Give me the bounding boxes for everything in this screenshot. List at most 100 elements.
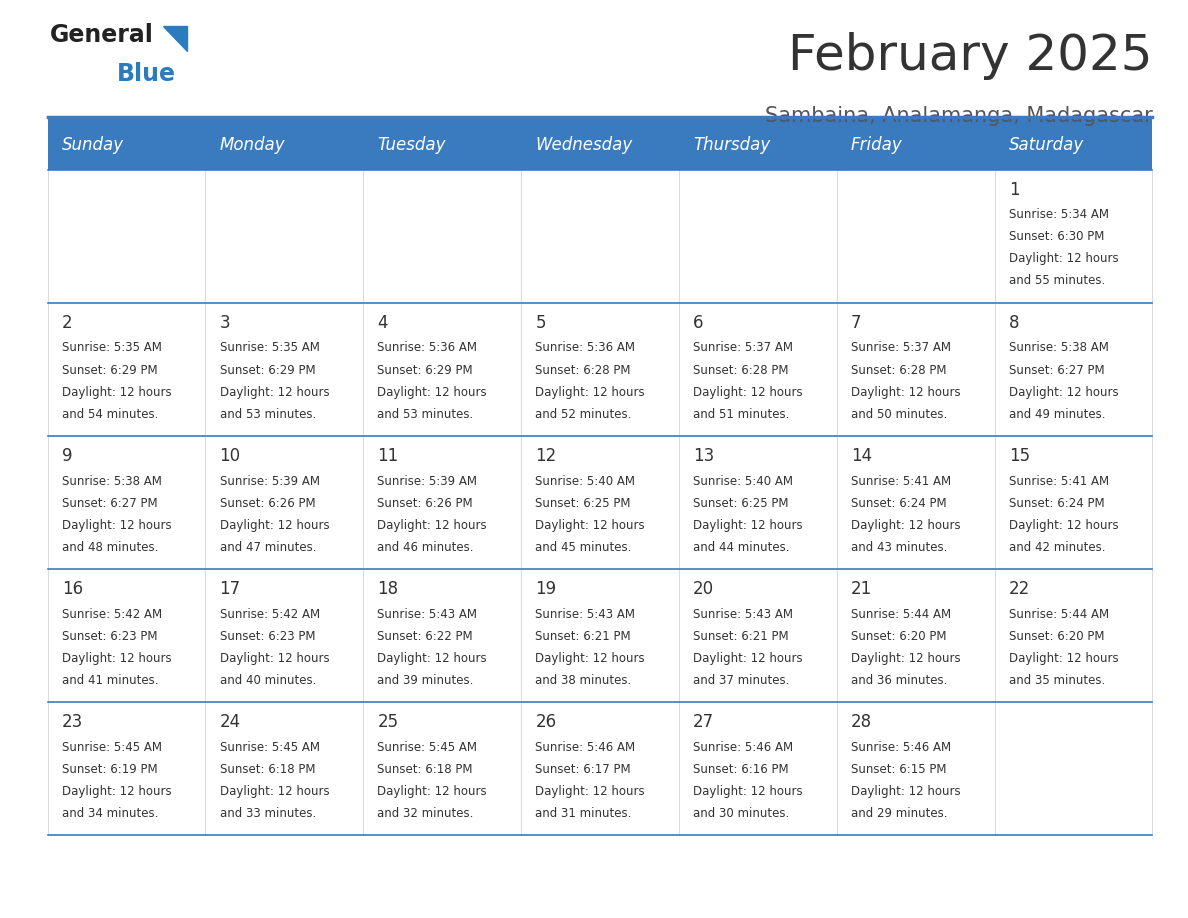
Text: Sunrise: 5:44 AM: Sunrise: 5:44 AM bbox=[851, 608, 952, 621]
Text: Monday: Monday bbox=[220, 136, 285, 153]
FancyBboxPatch shape bbox=[48, 119, 206, 170]
Text: and 36 minutes.: and 36 minutes. bbox=[851, 674, 947, 687]
Text: and 51 minutes.: and 51 minutes. bbox=[693, 408, 790, 420]
Text: Sunrise: 5:44 AM: Sunrise: 5:44 AM bbox=[1009, 608, 1108, 621]
Text: Daylight: 12 hours: Daylight: 12 hours bbox=[378, 652, 487, 665]
Text: Sunset: 6:29 PM: Sunset: 6:29 PM bbox=[220, 364, 315, 376]
Text: Sunset: 6:30 PM: Sunset: 6:30 PM bbox=[1009, 230, 1104, 243]
FancyBboxPatch shape bbox=[836, 170, 994, 303]
FancyBboxPatch shape bbox=[206, 303, 364, 436]
Text: Daylight: 12 hours: Daylight: 12 hours bbox=[536, 652, 645, 665]
Text: Sunrise: 5:40 AM: Sunrise: 5:40 AM bbox=[693, 475, 794, 487]
Text: 17: 17 bbox=[220, 580, 241, 599]
Text: and 37 minutes.: and 37 minutes. bbox=[693, 674, 790, 687]
FancyBboxPatch shape bbox=[994, 170, 1152, 303]
FancyBboxPatch shape bbox=[994, 702, 1152, 835]
Text: 26: 26 bbox=[536, 713, 556, 732]
Text: and 33 minutes.: and 33 minutes. bbox=[220, 807, 316, 820]
Text: Sunset: 6:29 PM: Sunset: 6:29 PM bbox=[62, 364, 157, 376]
FancyBboxPatch shape bbox=[836, 569, 994, 702]
Text: Sambaina, Analamanga, Madagascar: Sambaina, Analamanga, Madagascar bbox=[765, 106, 1152, 126]
Text: Daylight: 12 hours: Daylight: 12 hours bbox=[1009, 252, 1118, 265]
Text: 9: 9 bbox=[62, 447, 72, 465]
Polygon shape bbox=[163, 26, 187, 51]
FancyBboxPatch shape bbox=[994, 303, 1152, 436]
Text: Sunset: 6:21 PM: Sunset: 6:21 PM bbox=[536, 630, 631, 643]
Text: 24: 24 bbox=[220, 713, 241, 732]
Text: Daylight: 12 hours: Daylight: 12 hours bbox=[536, 785, 645, 798]
Text: and 35 minutes.: and 35 minutes. bbox=[1009, 674, 1105, 687]
Text: Daylight: 12 hours: Daylight: 12 hours bbox=[220, 519, 329, 532]
Text: Sunday: Sunday bbox=[62, 136, 124, 153]
Text: Tuesday: Tuesday bbox=[378, 136, 446, 153]
FancyBboxPatch shape bbox=[364, 303, 522, 436]
FancyBboxPatch shape bbox=[994, 119, 1152, 170]
Text: and 55 minutes.: and 55 minutes. bbox=[1009, 274, 1105, 287]
Text: Sunrise: 5:36 AM: Sunrise: 5:36 AM bbox=[378, 341, 478, 354]
Text: Sunset: 6:15 PM: Sunset: 6:15 PM bbox=[851, 763, 947, 776]
Text: Sunrise: 5:37 AM: Sunrise: 5:37 AM bbox=[851, 341, 950, 354]
Text: 25: 25 bbox=[378, 713, 398, 732]
Text: and 46 minutes.: and 46 minutes. bbox=[378, 541, 474, 554]
Text: Sunrise: 5:43 AM: Sunrise: 5:43 AM bbox=[536, 608, 636, 621]
FancyBboxPatch shape bbox=[678, 303, 836, 436]
Text: and 53 minutes.: and 53 minutes. bbox=[220, 408, 316, 420]
Text: 23: 23 bbox=[62, 713, 83, 732]
Text: 2: 2 bbox=[62, 314, 72, 332]
Text: 27: 27 bbox=[693, 713, 714, 732]
FancyBboxPatch shape bbox=[522, 702, 678, 835]
Text: Daylight: 12 hours: Daylight: 12 hours bbox=[851, 519, 961, 532]
Text: and 29 minutes.: and 29 minutes. bbox=[851, 807, 948, 820]
Text: Thursday: Thursday bbox=[693, 136, 770, 153]
FancyBboxPatch shape bbox=[48, 702, 206, 835]
Text: and 32 minutes.: and 32 minutes. bbox=[378, 807, 474, 820]
Text: and 31 minutes.: and 31 minutes. bbox=[536, 807, 632, 820]
FancyBboxPatch shape bbox=[206, 569, 364, 702]
Text: and 34 minutes.: and 34 minutes. bbox=[62, 807, 158, 820]
Text: Sunset: 6:28 PM: Sunset: 6:28 PM bbox=[851, 364, 947, 376]
Text: 16: 16 bbox=[62, 580, 83, 599]
Text: Sunset: 6:28 PM: Sunset: 6:28 PM bbox=[693, 364, 789, 376]
Text: Sunset: 6:21 PM: Sunset: 6:21 PM bbox=[693, 630, 789, 643]
Text: Sunrise: 5:45 AM: Sunrise: 5:45 AM bbox=[378, 741, 478, 754]
Text: Sunset: 6:18 PM: Sunset: 6:18 PM bbox=[378, 763, 473, 776]
Text: Sunset: 6:18 PM: Sunset: 6:18 PM bbox=[220, 763, 315, 776]
Text: and 38 minutes.: and 38 minutes. bbox=[536, 674, 632, 687]
Text: and 54 minutes.: and 54 minutes. bbox=[62, 408, 158, 420]
FancyBboxPatch shape bbox=[364, 170, 522, 303]
FancyBboxPatch shape bbox=[522, 436, 678, 569]
Text: and 30 minutes.: and 30 minutes. bbox=[693, 807, 789, 820]
Text: Daylight: 12 hours: Daylight: 12 hours bbox=[62, 519, 171, 532]
Text: and 44 minutes.: and 44 minutes. bbox=[693, 541, 790, 554]
FancyBboxPatch shape bbox=[678, 569, 836, 702]
Text: Sunset: 6:17 PM: Sunset: 6:17 PM bbox=[536, 763, 631, 776]
Text: Sunrise: 5:46 AM: Sunrise: 5:46 AM bbox=[851, 741, 952, 754]
FancyBboxPatch shape bbox=[836, 303, 994, 436]
Text: Sunrise: 5:45 AM: Sunrise: 5:45 AM bbox=[220, 741, 320, 754]
Text: Sunset: 6:24 PM: Sunset: 6:24 PM bbox=[851, 497, 947, 509]
Text: and 43 minutes.: and 43 minutes. bbox=[851, 541, 947, 554]
Text: 7: 7 bbox=[851, 314, 861, 332]
Text: Daylight: 12 hours: Daylight: 12 hours bbox=[220, 785, 329, 798]
Text: Daylight: 12 hours: Daylight: 12 hours bbox=[536, 519, 645, 532]
FancyBboxPatch shape bbox=[994, 569, 1152, 702]
Text: 14: 14 bbox=[851, 447, 872, 465]
Text: Daylight: 12 hours: Daylight: 12 hours bbox=[693, 519, 803, 532]
FancyBboxPatch shape bbox=[836, 119, 994, 170]
Text: 11: 11 bbox=[378, 447, 399, 465]
Text: 3: 3 bbox=[220, 314, 230, 332]
Text: Daylight: 12 hours: Daylight: 12 hours bbox=[62, 652, 171, 665]
FancyBboxPatch shape bbox=[206, 702, 364, 835]
Text: Sunrise: 5:35 AM: Sunrise: 5:35 AM bbox=[62, 341, 162, 354]
FancyBboxPatch shape bbox=[678, 702, 836, 835]
Text: Sunrise: 5:35 AM: Sunrise: 5:35 AM bbox=[220, 341, 320, 354]
Text: and 53 minutes.: and 53 minutes. bbox=[378, 408, 474, 420]
Text: 10: 10 bbox=[220, 447, 241, 465]
Text: Sunrise: 5:42 AM: Sunrise: 5:42 AM bbox=[220, 608, 320, 621]
Text: Daylight: 12 hours: Daylight: 12 hours bbox=[62, 386, 171, 398]
Text: 1: 1 bbox=[1009, 181, 1019, 199]
Text: Sunrise: 5:41 AM: Sunrise: 5:41 AM bbox=[1009, 475, 1108, 487]
Text: Daylight: 12 hours: Daylight: 12 hours bbox=[851, 785, 961, 798]
Text: Sunset: 6:26 PM: Sunset: 6:26 PM bbox=[378, 497, 473, 509]
FancyBboxPatch shape bbox=[364, 702, 522, 835]
